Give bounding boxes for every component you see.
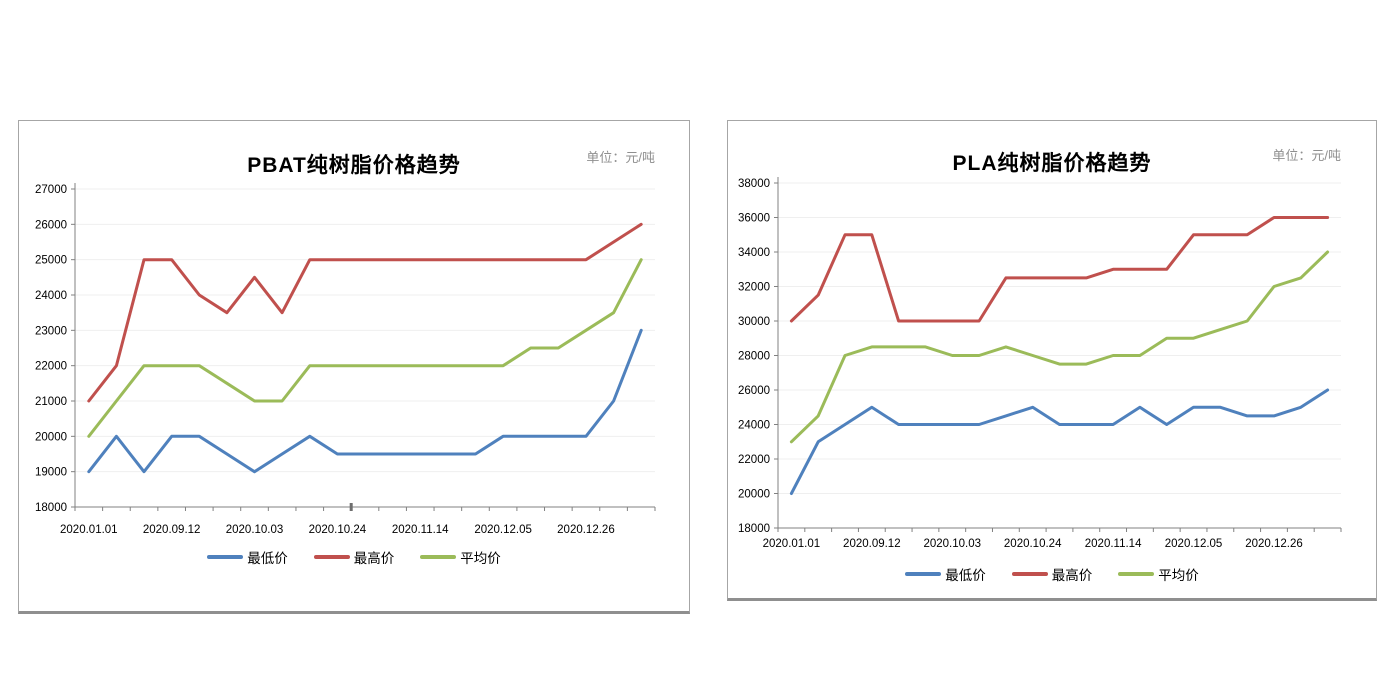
- y-axis-label: 25000: [35, 255, 67, 267]
- legend-label-avg-price: 平均价: [1158, 568, 1199, 583]
- series-line-max-price: [87, 222, 643, 403]
- y-axis-label: 36000: [738, 213, 770, 225]
- legend-swatch-max-price: [1011, 571, 1048, 577]
- y-axis-label: 27000: [35, 184, 67, 196]
- legend-item-min-price: 最低价: [905, 564, 986, 584]
- y-axis-label: 26000: [35, 219, 67, 231]
- series-line-min-price: [789, 388, 1330, 495]
- legend-label-min-price: 最低价: [945, 568, 986, 583]
- y-axis-label: 19000: [35, 467, 67, 479]
- y-axis-label: 21000: [35, 396, 67, 408]
- y-axis-label: 32000: [738, 282, 770, 294]
- y-axis-label: 18000: [35, 502, 67, 514]
- x-axis-dark-tick: [349, 503, 353, 511]
- x-axis-label: 2020.01.01: [60, 524, 118, 536]
- legend-swatch-avg-price: [1118, 571, 1155, 577]
- y-axis-label: 24000: [35, 290, 67, 302]
- x-axis-label: 2020.10.24: [1004, 538, 1062, 550]
- y-axis-label: 18000: [738, 523, 770, 535]
- legend-label-max-price: 最高价: [1051, 568, 1093, 583]
- y-axis-label: 26000: [738, 385, 770, 397]
- x-axis-label: 2020.11.14: [392, 524, 449, 536]
- y-axis-label: 38000: [738, 178, 770, 190]
- x-axis-label: 2020.10.03: [226, 524, 284, 536]
- legend-item-max-price: 最高价: [313, 547, 395, 567]
- x-axis-label: 2020.11.14: [1085, 538, 1142, 550]
- y-axis-label: 22000: [35, 361, 67, 373]
- x-axis-label: 2020.12.05: [474, 524, 532, 536]
- x-axis-label: 2020.12.26: [557, 524, 615, 536]
- y-axis-label: 28000: [738, 351, 770, 363]
- y-axis-label: 23000: [35, 325, 67, 337]
- x-axis-label: 2020.09.12: [143, 524, 201, 536]
- y-axis-label: 20000: [738, 489, 770, 501]
- legend-swatch-max-price: [313, 554, 350, 560]
- y-axis-label: 22000: [738, 454, 770, 466]
- legend-swatch-min-price: [207, 554, 244, 560]
- series-line-min-price: [87, 328, 643, 474]
- chart-title-pla: PLA纯树脂价格趋势: [952, 152, 1152, 175]
- legend-label-avg-price: 平均价: [460, 551, 501, 566]
- x-axis-label: 2020.10.24: [309, 524, 367, 536]
- unit-label-pbat: 单位：元/吨: [586, 150, 655, 165]
- x-axis-label: 2020.09.12: [843, 538, 901, 550]
- chart-title-pbat: PBAT纯树脂价格趋势: [247, 154, 461, 177]
- series-line-avg-price: [789, 250, 1330, 444]
- legend-pbat: 最低价 最高价 平均价: [19, 547, 689, 567]
- x-axis-label: 2020.01.01: [763, 538, 821, 550]
- legend-label-max-price: 最高价: [353, 551, 395, 566]
- legend-item-max-price: 最高价: [1011, 564, 1093, 584]
- x-axis-label: 2020.12.26: [1245, 538, 1303, 550]
- y-axis-label: 34000: [738, 247, 770, 259]
- x-axis-label: 2020.12.05: [1165, 538, 1223, 550]
- series-line-max-price: [789, 216, 1330, 323]
- unit-label-pla: 单位：元/吨: [1272, 148, 1341, 163]
- x-axis-label: 2020.10.03: [923, 538, 981, 550]
- legend-swatch-min-price: [905, 571, 942, 577]
- chart-panel-pbat: PBAT纯树脂价格趋势 单位：元/吨 18000 19000 20000 21000 2…: [18, 120, 690, 614]
- chart-canvas-pla: 18000 20000 22000 24000 26000 28000 30000 32000…: [738, 177, 1342, 550]
- legend-item-min-price: 最低价: [207, 547, 288, 567]
- legend-item-avg-price: 平均价: [1118, 564, 1199, 584]
- legend-label-min-price: 最低价: [247, 551, 288, 566]
- legend-pla: 最低价 最高价 平均价: [728, 564, 1376, 584]
- y-axis-label: 24000: [738, 420, 770, 432]
- y-axis-label: 20000: [35, 431, 67, 443]
- chart-panel-pla: PLA纯树脂价格趋势 单位：元/吨 18000 20000 22000 24000 26…: [727, 120, 1377, 601]
- series-line-avg-price: [87, 258, 643, 438]
- legend-swatch-avg-price: [420, 554, 457, 560]
- legend-item-avg-price: 平均价: [420, 547, 501, 567]
- y-axis-label: 30000: [738, 316, 770, 328]
- chart-canvas-pbat: 18000 19000 20000 21000 22000 23000 24000 25000…: [35, 183, 656, 536]
